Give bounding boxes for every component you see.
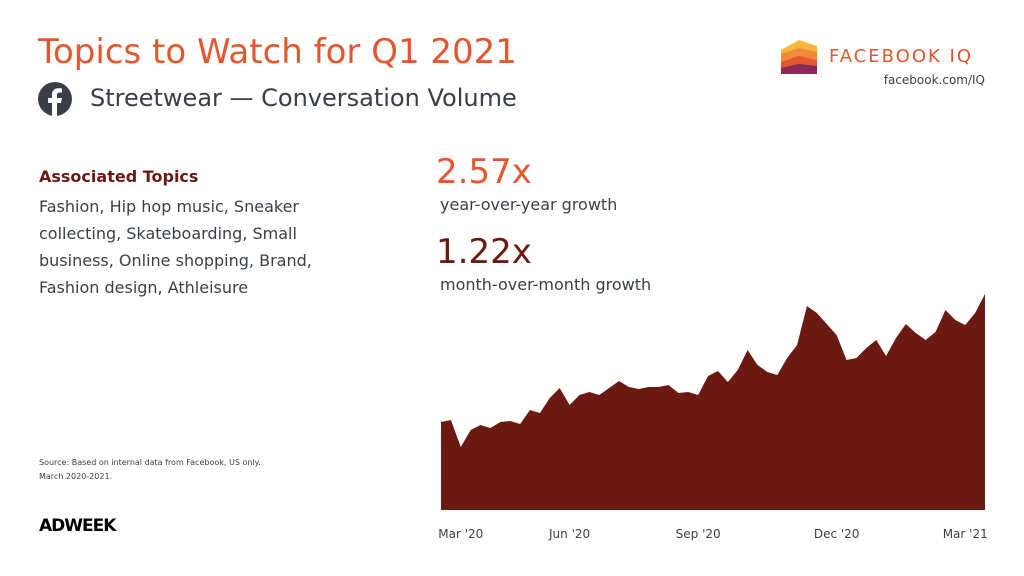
facebook-icon [38, 82, 72, 116]
stat-label: month-over-month growth [440, 275, 652, 294]
x-tick-label: Dec '20 [814, 527, 860, 541]
x-tick-label: Mar '20 [438, 527, 483, 541]
subtitle: Streetwear — Conversation Volume [90, 84, 517, 112]
source: March 2020-2021. [39, 472, 113, 481]
publisher: ADWEEK [39, 516, 116, 536]
topics-text: Fashion, Hip hop music, Sneaker collecti… [39, 197, 312, 297]
source: Source: Based on internal data from Face… [39, 458, 261, 467]
x-tick-label: Mar '21 [943, 527, 988, 541]
stat-value: 2.57x [436, 152, 532, 192]
brand-name: FACEBOOK IQ [829, 46, 974, 67]
title: Topics to Watch for Q1 2021 [38, 32, 517, 72]
x-tick-label: Sep '20 [676, 527, 721, 541]
topics-heading: Associated Topics [39, 167, 199, 186]
fbiq-logo [781, 40, 817, 74]
area [441, 294, 985, 510]
brand-url: facebook.com/IQ [883, 73, 985, 87]
stat-label: year-over-year growth [440, 195, 618, 214]
x-tick-label: Jun '20 [548, 527, 590, 541]
stat-value: 1.22x [436, 232, 532, 272]
